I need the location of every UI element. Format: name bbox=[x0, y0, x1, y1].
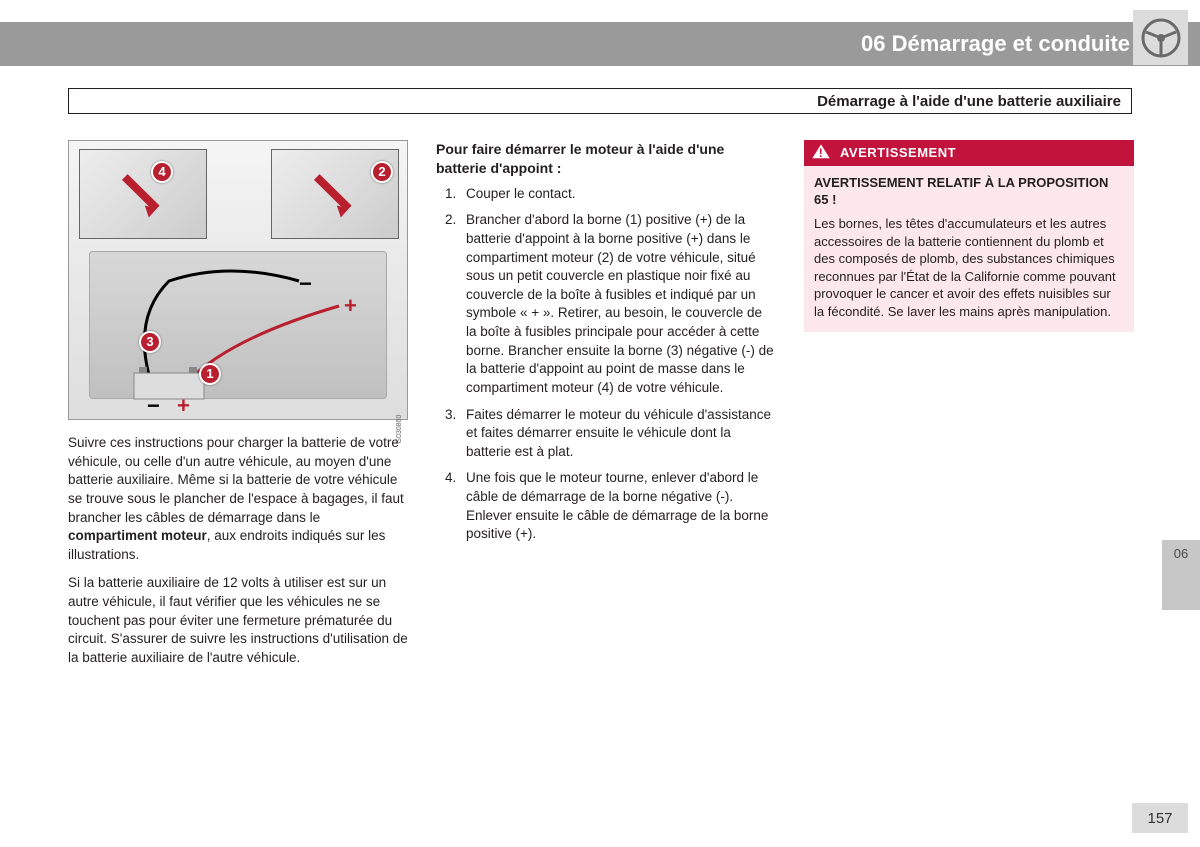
terminal-sign: − bbox=[147, 391, 160, 421]
steps-list: Couper le contact. Brancher d'abord la bo… bbox=[436, 185, 776, 544]
intro-paragraph-2: Si la batterie auxiliaire de 12 volts à … bbox=[68, 574, 408, 667]
warning-title: AVERTISSEMENT RELATIF À LA PROPOSITION 6… bbox=[814, 174, 1124, 209]
terminal-sign: − bbox=[299, 269, 312, 299]
steps-heading: Pour faire démarrer le moteur à l'aide d… bbox=[436, 140, 776, 179]
intro-paragraph-1: Suivre ces instructions pour charger la … bbox=[68, 434, 408, 564]
steering-wheel-icon bbox=[1133, 10, 1188, 65]
page-number: 157 bbox=[1132, 803, 1188, 833]
warning-body: AVERTISSEMENT RELATIF À LA PROPOSITION 6… bbox=[804, 166, 1134, 332]
section-title-bar: Démarrage à l'aide d'une batterie auxili… bbox=[68, 88, 1132, 114]
section-title: Démarrage à l'aide d'une batterie auxili… bbox=[817, 93, 1121, 110]
step-item: Faites démarrer le moteur du véhicule d'… bbox=[460, 406, 776, 462]
column-2: Pour faire démarrer le moteur à l'aide d… bbox=[436, 140, 776, 678]
column-3: ! AVERTISSEMENT AVERTISSEMENT RELATIF À … bbox=[804, 140, 1134, 678]
column-1: 1234−++−G030860 Suivre ces instructions … bbox=[68, 140, 408, 678]
chapter-header: 06 Démarrage et conduite bbox=[0, 22, 1200, 66]
warning-box: ! AVERTISSEMENT AVERTISSEMENT RELATIF À … bbox=[804, 140, 1134, 332]
svg-text:!: ! bbox=[819, 146, 824, 160]
callout-2: 2 bbox=[371, 161, 393, 183]
warning-header: ! AVERTISSEMENT bbox=[804, 140, 1134, 166]
step-item: Brancher d'abord la borne (1) positive (… bbox=[460, 211, 776, 397]
terminal-sign: + bbox=[177, 391, 190, 421]
side-tab: 06 bbox=[1162, 540, 1200, 610]
chapter-title: 06 Démarrage et conduite bbox=[861, 31, 1130, 57]
diagram-code: G030860 bbox=[395, 415, 405, 444]
content-columns: 1234−++−G030860 Suivre ces instructions … bbox=[68, 140, 1132, 678]
step-item: Couper le contact. bbox=[460, 185, 776, 204]
battery-diagram: 1234−++−G030860 bbox=[68, 140, 408, 420]
callout-4: 4 bbox=[151, 161, 173, 183]
warning-label: AVERTISSEMENT bbox=[840, 145, 956, 160]
warning-triangle-icon: ! bbox=[810, 142, 832, 160]
step-item: Une fois que le moteur tourne, enlever d… bbox=[460, 469, 776, 544]
terminal-sign: + bbox=[344, 291, 357, 321]
warning-text: Les bornes, les têtes d'accumulateurs et… bbox=[814, 215, 1124, 320]
callout-3: 3 bbox=[139, 331, 161, 353]
callout-1: 1 bbox=[199, 363, 221, 385]
